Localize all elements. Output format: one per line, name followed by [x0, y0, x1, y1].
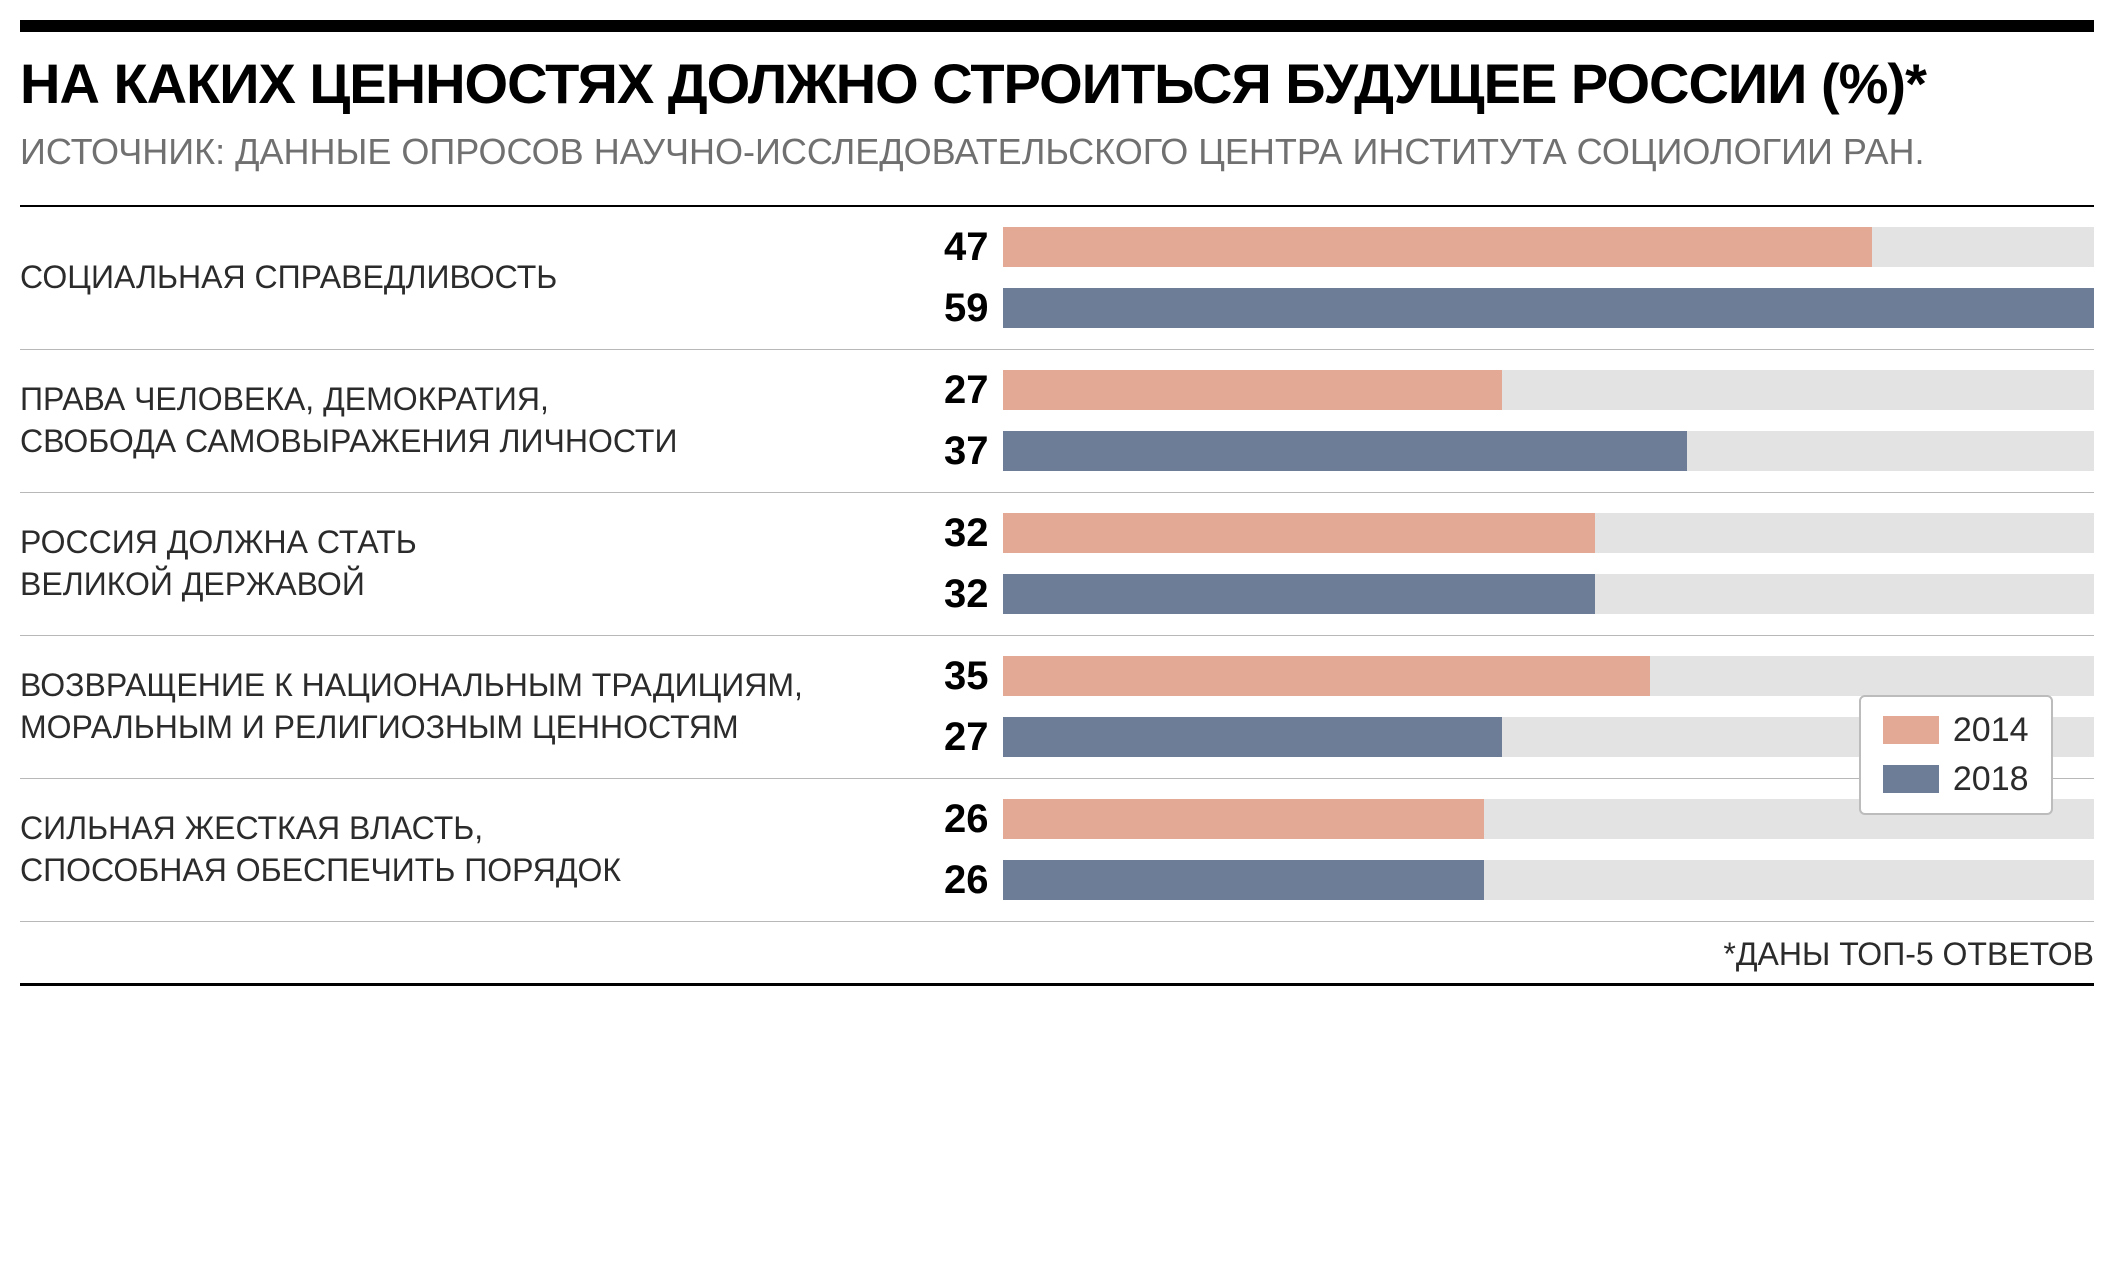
bar-fill	[1003, 799, 1484, 839]
row-label: СИЛЬНАЯ ЖЕСТКАЯ ВЛАСТЬ, СПОСОБНАЯ ОБЕСПЕ…	[20, 808, 621, 891]
bar-line: 32	[933, 572, 2094, 617]
bar-value-label: 59	[933, 286, 1003, 331]
bar-value-label: 35	[933, 654, 1003, 699]
bar-value-label: 27	[933, 368, 1003, 413]
chart-container: НА КАКИХ ЦЕННОСТЯХ ДОЛЖНО СТРОИТЬСЯ БУДУ…	[20, 20, 2094, 986]
bar-value-label: 32	[933, 572, 1003, 617]
row-label-col: РОССИЯ ДОЛЖНА СТАТЬ ВЕЛИКОЙ ДЕРЖАВОЙ	[20, 493, 933, 635]
bar-value-label: 27	[933, 715, 1003, 760]
chart-footnote: *ДАНЫ ТОП-5 ОТВЕТОВ	[20, 922, 2094, 983]
bar-fill	[1003, 227, 1872, 267]
legend-item: 2014	[1883, 711, 2029, 750]
bar-fill	[1003, 717, 1502, 757]
legend-label: 2018	[1953, 760, 2029, 799]
legend-item: 2018	[1883, 760, 2029, 799]
bar-fill	[1003, 574, 1595, 614]
bar-line: 26	[933, 858, 2094, 903]
bar-line: 32	[933, 511, 2094, 556]
bar-fill	[1003, 656, 1650, 696]
row-label-col: ВОЗВРАЩЕНИЕ К НАЦИОНАЛЬНЫМ ТРАДИЦИЯМ, МО…	[20, 636, 933, 778]
bar-fill	[1003, 288, 2094, 328]
bar-value-label: 47	[933, 225, 1003, 270]
row-label: РОССИЯ ДОЛЖНА СТАТЬ ВЕЛИКОЙ ДЕРЖАВОЙ	[20, 522, 417, 605]
bottom-border	[20, 983, 2094, 986]
bar-track	[1003, 431, 2094, 471]
bar-track	[1003, 574, 2094, 614]
bar-value-label: 37	[933, 429, 1003, 474]
bar-fill	[1003, 513, 1595, 553]
bar-line: 27	[933, 368, 2094, 413]
legend-label: 2014	[1953, 711, 2029, 750]
bar-value-label: 26	[933, 797, 1003, 842]
row-label: ПРАВА ЧЕЛОВЕКА, ДЕМОКРАТИЯ, СВОБОДА САМО…	[20, 379, 677, 462]
chart-row: СОЦИАЛЬНАЯ СПРАВЕДЛИВОСТЬ4759	[20, 207, 2094, 350]
rows-area: СОЦИАЛЬНАЯ СПРАВЕДЛИВОСТЬ4759ПРАВА ЧЕЛОВ…	[20, 207, 2094, 922]
chart-title: НА КАКИХ ЦЕННОСТЯХ ДОЛЖНО СТРОИТЬСЯ БУДУ…	[20, 52, 2094, 116]
legend: 2014 2018	[1859, 695, 2053, 815]
bar-value-label: 32	[933, 511, 1003, 556]
top-border	[20, 20, 2094, 32]
bar-track	[1003, 860, 2094, 900]
chart-row: ПРАВА ЧЕЛОВЕКА, ДЕМОКРАТИЯ, СВОБОДА САМО…	[20, 350, 2094, 493]
chart-row: ВОЗВРАЩЕНИЕ К НАЦИОНАЛЬНЫМ ТРАДИЦИЯМ, МО…	[20, 636, 2094, 779]
row-label-col: СОЦИАЛЬНАЯ СПРАВЕДЛИВОСТЬ	[20, 207, 933, 349]
row-bars: 2737	[933, 350, 2094, 492]
row-label-col: СИЛЬНАЯ ЖЕСТКАЯ ВЛАСТЬ, СПОСОБНАЯ ОБЕСПЕ…	[20, 779, 933, 921]
row-label: СОЦИАЛЬНАЯ СПРАВЕДЛИВОСТЬ	[20, 257, 557, 299]
row-bars: 4759	[933, 207, 2094, 349]
legend-swatch	[1883, 716, 1939, 744]
bar-track	[1003, 513, 2094, 553]
chart-row: РОССИЯ ДОЛЖНА СТАТЬ ВЕЛИКОЙ ДЕРЖАВОЙ3232	[20, 493, 2094, 636]
bar-fill	[1003, 431, 1687, 471]
bar-line: 59	[933, 286, 2094, 331]
bar-fill	[1003, 860, 1484, 900]
bar-fill	[1003, 370, 1502, 410]
bar-track	[1003, 288, 2094, 328]
row-label: ВОЗВРАЩЕНИЕ К НАЦИОНАЛЬНЫМ ТРАДИЦИЯМ, МО…	[20, 665, 803, 748]
chart-source: ИСТОЧНИК: ДАННЫЕ ОПРОСОВ НАУЧНО-ИССЛЕДОВ…	[20, 128, 2094, 177]
bar-line: 35	[933, 654, 2094, 699]
chart-row: СИЛЬНАЯ ЖЕСТКАЯ ВЛАСТЬ, СПОСОБНАЯ ОБЕСПЕ…	[20, 779, 2094, 922]
bar-line: 37	[933, 429, 2094, 474]
bar-track	[1003, 656, 2094, 696]
bar-track	[1003, 227, 2094, 267]
legend-swatch	[1883, 765, 1939, 793]
row-bars: 3232	[933, 493, 2094, 635]
bar-track	[1003, 370, 2094, 410]
bar-value-label: 26	[933, 858, 1003, 903]
bar-line: 47	[933, 225, 2094, 270]
row-label-col: ПРАВА ЧЕЛОВЕКА, ДЕМОКРАТИЯ, СВОБОДА САМО…	[20, 350, 933, 492]
